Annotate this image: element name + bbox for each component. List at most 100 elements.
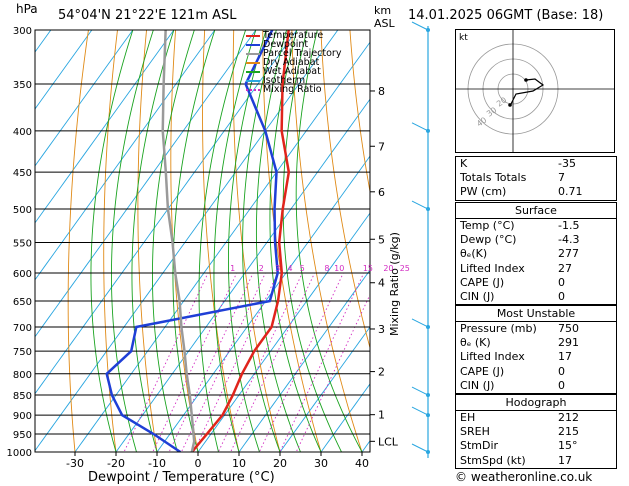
temperature-tick-label: 30 [314, 457, 328, 470]
dry-adiabat-line [437, 30, 440, 469]
stat-label: Temp (°C) [460, 219, 515, 232]
pressure-tick-label: 650 [13, 297, 32, 308]
stat-label: CAPE (J) [460, 364, 505, 378]
mixing-ratio-axis-label: Mixing Ratio (g/kg) [388, 232, 401, 336]
legend-item: Wet Adiabat [246, 67, 341, 76]
pressure-tick-label: 550 [13, 238, 32, 249]
stat-label: K [460, 157, 468, 170]
mixing-ratio-line [258, 272, 344, 452]
isotherm-line [35, 30, 175, 224]
isotherm-line [279, 326, 370, 452]
dry-adiabat-line [408, 30, 440, 469]
stat-value: 0.71 [558, 185, 583, 199]
stat-value: -35 [558, 157, 576, 170]
stat-row: θₑ (K) 291 [456, 336, 616, 350]
stat-row: StmSpd (kt) 17 [456, 454, 616, 468]
chart-legend: Temperature Dewpoint Parcel Trajectory Dry … [246, 31, 341, 94]
wet-adiabat-line [131, 30, 175, 452]
location-label: 54°04'N 21°22'E 121m ASL [58, 8, 237, 23]
wind-barb-flag [411, 318, 429, 328]
wet-adiabat-line [295, 30, 363, 452]
hodograph-frame [455, 29, 615, 153]
stat-row: EH 212 [456, 411, 616, 425]
pressure-tick-label: 750 [13, 347, 32, 358]
temperature-tick-label: 40 [355, 457, 369, 470]
km-tick-label: 4 [378, 277, 385, 290]
stats-basic-table: K -35 Totals Totals 7 PW (cm) 0.71 [455, 156, 617, 201]
stat-row: PW (cm) 0.71 [456, 185, 616, 199]
stat-label: Lifted Index [460, 261, 525, 275]
stat-value: 0 [558, 289, 565, 303]
legend-label: Dewpoint [263, 39, 309, 50]
hodograph-unit-label: kt [459, 33, 468, 43]
stat-row: K -35 [456, 157, 616, 171]
stat-value: 212 [558, 411, 579, 424]
datetime-label: 14.01.2025 06GMT (Base: 18) [408, 8, 604, 23]
legend-item: Temperature [246, 31, 341, 40]
hodograph-title: Hodograph [456, 395, 616, 411]
isotherm-line [156, 155, 370, 452]
temperature-tick-label: -30 [66, 457, 84, 470]
stat-row: CIN (J) 0 [456, 290, 616, 304]
mixing-ratio-line [168, 272, 254, 452]
dry-adiabat-line [262, 30, 322, 452]
km-tick-label: LCL [378, 435, 399, 448]
stat-row: Dewp (°C) -4.3 [456, 233, 616, 247]
asl-label: ASL [374, 17, 395, 30]
stat-row: Totals Totals 7 [456, 171, 616, 185]
isotherm-line [35, 30, 216, 281]
temperature-tick-label: -10 [148, 457, 166, 470]
stats-surface-table: Surface Temp (°C) -1.5 Dewp (°C) -4.3 θₑ(K) 2… [455, 202, 617, 306]
wet-adiabat-line [172, 30, 216, 452]
mixing-ratio-label: 10 [334, 264, 344, 273]
stat-value: -4.3 [558, 233, 580, 247]
mixing-ratio-line [295, 293, 370, 452]
legend-item: Isotherm [246, 76, 341, 85]
isotherm-line [35, 30, 93, 110]
skewt-chart: 3003504004505005506006507007508008509009… [7, 21, 440, 470]
wind-barb-flag [411, 21, 429, 31]
stat-label: SREH [460, 425, 490, 439]
hodograph-trace [510, 78, 545, 105]
stat-row: Lifted Index 27 [456, 262, 616, 276]
mixing-ratio-label: 1 [230, 264, 235, 273]
wet-adiabat-line [255, 30, 301, 452]
pressure-tick-label: 400 [13, 127, 32, 138]
pressure-tick-label: 700 [13, 323, 32, 334]
legend-swatch [246, 79, 260, 82]
stat-label: Pressure (mb) [460, 322, 537, 335]
legend-item: Dewpoint [246, 40, 341, 49]
surface-title: Surface [456, 203, 616, 219]
plot-area [35, 30, 440, 469]
isotherm-line [35, 30, 52, 53]
wet-adiabat-line [242, 30, 281, 452]
km-label: km [374, 4, 392, 17]
pressure-tick-label: 450 [13, 168, 32, 179]
stat-value: 15° [558, 439, 578, 453]
mixing-ratio-line [217, 272, 303, 452]
mixing-ratio-label: 25 [400, 264, 410, 273]
km-tick-label: 5 [378, 233, 385, 246]
stat-value: 7 [558, 171, 565, 185]
mixing-ratio-line [193, 272, 279, 452]
isotherm-line [238, 269, 370, 452]
stat-value: 291 [558, 336, 579, 350]
stat-value: 215 [558, 425, 579, 439]
stat-row: θₑ(K) 277 [456, 247, 616, 261]
legend-label: Wet Adiabat [263, 66, 321, 77]
temperature-tick-label: -20 [107, 457, 125, 470]
legend-swatch [246, 34, 260, 37]
pressure-tick-label: 600 [13, 269, 32, 280]
profile-line-dewpoint [105, 30, 279, 452]
stat-label: Dewp (°C) [460, 233, 517, 247]
pressure-unit-label: hPa [16, 2, 38, 16]
stat-label: EH [460, 411, 476, 424]
wet-adiabat-line [111, 30, 154, 452]
km-tick-label: 3 [378, 323, 385, 336]
stats-unstable-table: Most Unstable Pressure (mb) 750 θₑ (K) 291 L… [455, 305, 617, 394]
mixing-ratio-line [279, 272, 365, 452]
stat-label: θₑ (K) [460, 336, 491, 350]
pressure-tick-label: 800 [13, 370, 32, 381]
stat-label: Lifted Index [460, 350, 525, 364]
stat-value: 277 [558, 247, 579, 261]
